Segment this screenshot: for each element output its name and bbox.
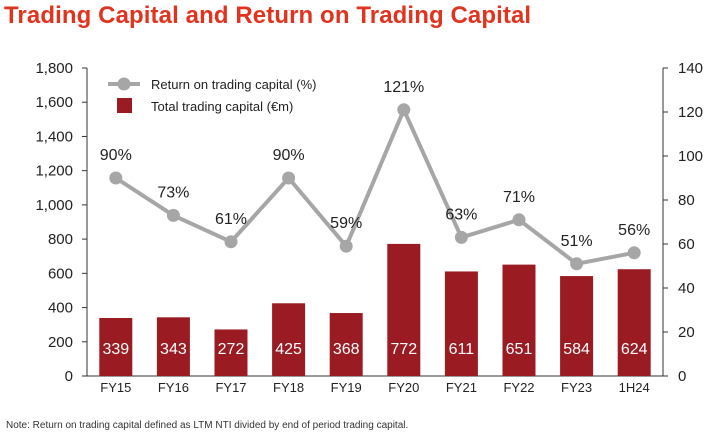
- x-axis-tick-label: FY21: [446, 380, 477, 395]
- bar: [502, 264, 536, 376]
- return-data-label: 121%: [383, 79, 424, 96]
- left-axis-tick-label: 1,800: [35, 60, 73, 77]
- bar-data-label: 368: [333, 341, 360, 358]
- bar: [214, 329, 248, 376]
- return-data-label: 71%: [503, 189, 535, 206]
- return-point: [397, 103, 411, 117]
- bar: [444, 271, 478, 376]
- axes-layer: 0 200 400 600 800 1,000 1,200 1,400 1,600 1,800 0 2…: [35, 60, 703, 395]
- right-axis-tick-label: 120: [678, 104, 703, 121]
- return-point: [512, 213, 526, 227]
- right-axis-tick-label: 80: [678, 192, 695, 209]
- bar: [99, 317, 133, 376]
- return-point: [570, 257, 584, 271]
- bar: [617, 269, 651, 376]
- return-point: [339, 239, 353, 253]
- bar-data-label: 611: [449, 341, 475, 358]
- left-axis-tick-label: 1,200: [35, 163, 73, 180]
- left-axis-tick-label: 1,400: [35, 128, 73, 145]
- left-axis-tick-label: 200: [48, 334, 73, 351]
- x-axis-tick-label: FY19: [331, 380, 362, 395]
- right-axis-tick-label: 0: [678, 368, 686, 385]
- right-axis-tick-label: 140: [678, 60, 703, 77]
- x-axis-tick-label: FY20: [388, 380, 419, 395]
- legend: Return on trading capital (%) Total trad…: [108, 77, 316, 114]
- x-axis-tick-label: FY16: [158, 380, 189, 395]
- return-line: [114, 107, 635, 266]
- x-axis-tick-label: FY18: [273, 380, 304, 395]
- return-data-label: 56%: [618, 222, 650, 239]
- return-data-label: 73%: [157, 184, 189, 201]
- return-point: [109, 171, 123, 185]
- return-point: [224, 235, 238, 249]
- left-axis-tick-label: 800: [48, 231, 73, 248]
- return-point: [454, 230, 468, 244]
- right-axis-tick-label: 60: [678, 236, 695, 253]
- left-axis-tick-label: 600: [48, 265, 73, 282]
- bar-data-label: 624: [621, 341, 648, 358]
- return-point: [627, 246, 641, 260]
- chart-title: Trading Capital and Return on Trading Ca…: [4, 2, 532, 29]
- bar: [329, 313, 363, 376]
- x-axis-tick-label: FY17: [215, 380, 246, 395]
- return-data-label: 90%: [273, 147, 305, 164]
- footnote: Note: Return on trading capital defined …: [6, 420, 409, 431]
- return-data-label: 51%: [561, 233, 593, 250]
- return-data-label: 90%: [100, 147, 132, 164]
- bar-data-label: 339: [102, 341, 129, 358]
- right-axis-tick-label: 40: [678, 280, 695, 297]
- bars-layer: 339 343 272 425 368 772 611 651 584 624: [99, 243, 651, 376]
- return-data-label: 61%: [215, 211, 247, 228]
- return-data-label: 59%: [330, 215, 362, 232]
- line-layer: 90% 73% 61% 90% 59% 121% 63% 71% 51% 56%: [100, 79, 650, 271]
- bar-data-label: 584: [563, 341, 590, 358]
- return-data-label: 63%: [445, 206, 477, 223]
- bar-data-label: 272: [218, 341, 245, 358]
- x-axis-tick-label: 1H24: [619, 380, 650, 395]
- bar: [387, 243, 421, 376]
- x-axis-tick-label: FY15: [100, 380, 131, 395]
- legend-marker-swatch: [117, 77, 131, 91]
- left-axis-tick-label: 1,000: [35, 197, 73, 214]
- legend-bar-swatch: [117, 98, 132, 113]
- left-axis-tick-label: 400: [48, 300, 73, 317]
- left-axis-tick-label: 1,600: [35, 94, 73, 111]
- bar: [560, 276, 594, 376]
- x-axis-tick-label: FY22: [503, 380, 534, 395]
- bar-data-label: 772: [390, 341, 417, 358]
- left-axis-tick-label: 0: [65, 368, 73, 385]
- right-axis-tick-label: 20: [678, 324, 695, 341]
- bar-data-label: 651: [506, 341, 533, 358]
- legend-label-capital: Total trading capital (€m): [151, 99, 293, 114]
- x-axis-tick-label: FY23: [561, 380, 592, 395]
- bar-data-label: 343: [160, 341, 187, 358]
- legend-label-return: Return on trading capital (%): [151, 77, 316, 92]
- bar: [156, 317, 190, 376]
- right-axis-tick-label: 100: [678, 148, 703, 165]
- return-point: [166, 208, 180, 222]
- bar: [272, 303, 306, 376]
- bar-data-label: 425: [275, 341, 302, 358]
- return-point: [282, 171, 296, 185]
